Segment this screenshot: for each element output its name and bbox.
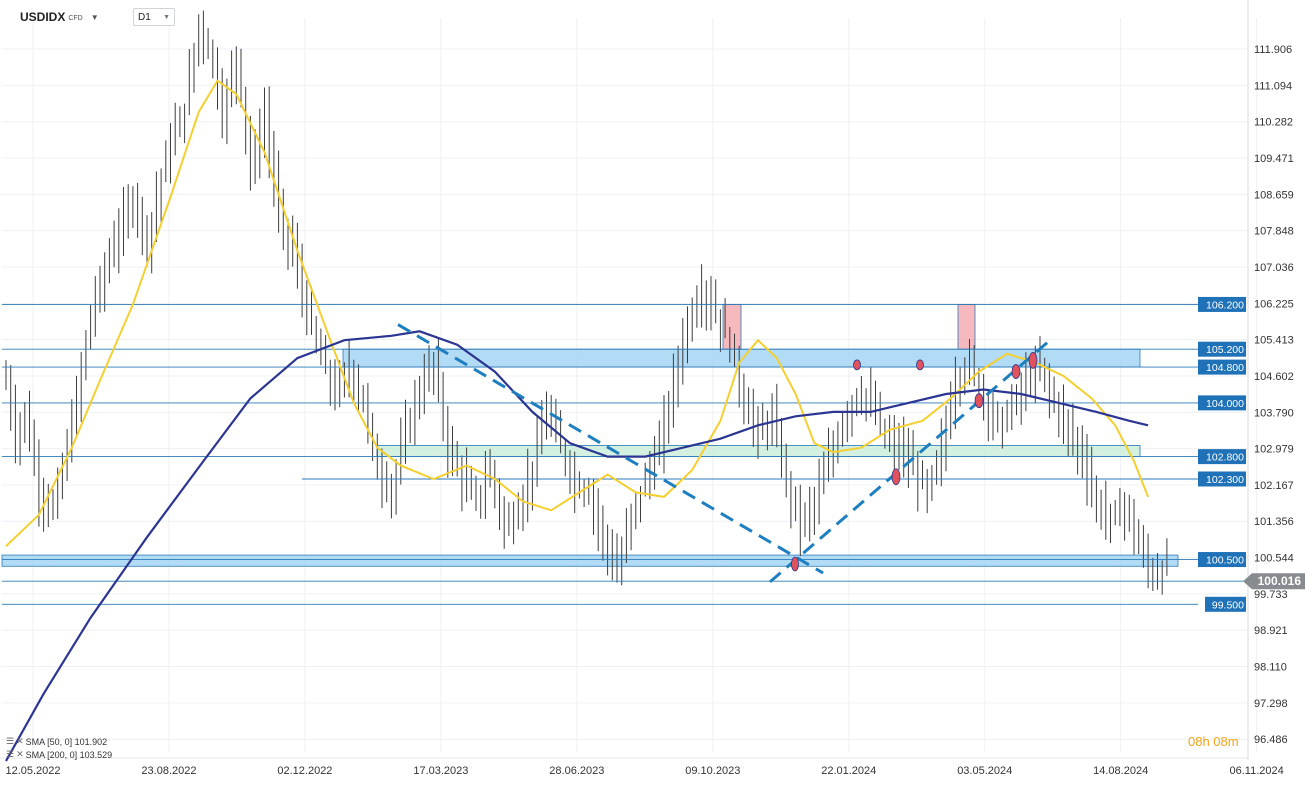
y-tick-label: 109.471 — [1254, 153, 1294, 165]
x-tick-label: 02.12.2022 — [277, 765, 332, 777]
x-tick-label: 09.10.2023 — [685, 765, 740, 777]
level-tags: 106.200 105.200 104.800 104.000 102.800 102.3… — [1198, 296, 1246, 612]
list-icon[interactable]: ☰ — [6, 736, 15, 746]
level-tag-label: 104.800 — [1206, 362, 1244, 374]
legend-sma200-label: SMA [200, 0] 103.529 — [25, 749, 113, 760]
level-tag — [1198, 552, 1246, 568]
price-bars — [5, 10, 1168, 595]
level-tag — [1198, 449, 1246, 465]
touch-marker — [1028, 351, 1038, 369]
level-lines — [2, 303, 1246, 605]
current-price-label: 100.016 — [1258, 574, 1302, 588]
level-tag-label: 102.300 — [1206, 474, 1244, 486]
level-tag-label: 100.500 — [1206, 555, 1244, 567]
level-tag-label: 105.200 — [1206, 344, 1244, 356]
level-tag-label: 104.000 — [1206, 398, 1244, 410]
y-tick-label: 97.298 — [1254, 698, 1288, 710]
touch-marker — [916, 359, 924, 371]
y-tick-label: 102.979 — [1254, 444, 1294, 456]
candle-countdown: 08h 08m — [1188, 734, 1239, 749]
x-tick-label: 14.08.2024 — [1093, 765, 1148, 777]
y-tick-label: 98.921 — [1254, 625, 1288, 637]
y-tick-label: 102.167 — [1254, 480, 1294, 492]
y-tick-label: 101.356 — [1254, 516, 1294, 528]
y-tick-label: 105.413 — [1254, 335, 1294, 347]
y-tick-label: 98.110 — [1254, 662, 1287, 674]
touch-marker — [791, 556, 799, 572]
y-tick-label: 107.848 — [1254, 226, 1294, 238]
symbol-suffix: CFD — [68, 15, 83, 22]
chevron-down-icon[interactable]: ▼ — [90, 12, 99, 22]
y-tick-label: 107.036 — [1254, 262, 1294, 274]
y-tick-label: 111.094 — [1254, 80, 1292, 92]
level-tag — [1198, 359, 1246, 375]
y-tick-label: 99.733 — [1254, 589, 1288, 601]
symbol-selector[interactable]: USDIDX CFD ▼ — [20, 8, 99, 26]
y-tick-label: 96.486 — [1254, 734, 1288, 746]
touch-marker — [1011, 364, 1021, 379]
zone-rejection — [722, 304, 742, 350]
legend-sma50-label: SMA [50, 0] 101.902 — [25, 736, 108, 747]
y-tick-label: 110.282 — [1254, 117, 1293, 129]
level-tag — [1198, 296, 1246, 312]
y-tick-label: 108.659 — [1254, 189, 1294, 201]
close-icon[interactable]: ✕ — [16, 749, 24, 759]
y-tick-label: 103.790 — [1254, 407, 1294, 419]
level-tag-label: 102.800 — [1206, 452, 1244, 464]
y-tick-label: 104.602 — [1254, 371, 1294, 383]
y-tick-label: 100.544 — [1254, 553, 1294, 565]
level-tag — [1205, 596, 1246, 612]
touch-marker — [891, 468, 901, 486]
level-tag-label: 106.200 — [1206, 299, 1244, 311]
x-tick-label: 12.05.2022 — [5, 765, 60, 777]
list-icon[interactable]: ☰ — [6, 749, 15, 759]
level-tag — [1198, 471, 1246, 487]
level-tag — [1198, 395, 1246, 411]
zone-rejection — [957, 304, 976, 350]
trendline — [397, 323, 824, 575]
timeframe-value: D1 — [138, 11, 151, 23]
chevron-down-icon: ▼ — [163, 13, 170, 21]
level-tag-label: 99.500 — [1212, 599, 1244, 611]
timeframe-select[interactable]: D1 ▼ — [133, 8, 175, 26]
x-axis[interactable]: 12.05.2022 23.08.2022 02.12.2022 17.03.2023… — [5, 765, 1283, 777]
y-tick-label: 111.906 — [1254, 44, 1292, 56]
trendline — [769, 339, 1051, 584]
close-icon[interactable]: ✕ — [16, 736, 24, 746]
x-tick-label: 22.01.2024 — [821, 765, 876, 777]
x-tick-label: 17.03.2023 — [413, 765, 468, 777]
symbol-name: USDIDX — [20, 10, 66, 24]
x-tick-label: 23.08.2022 — [141, 765, 196, 777]
legend-sma50: ☰ ✕ SMA [50, 0] 101.902 — [6, 736, 107, 747]
x-tick-label: 06.11.2024 — [1230, 765, 1284, 777]
x-tick-label: 03.05.2024 — [957, 765, 1012, 777]
y-tick-label: 106.225 — [1254, 298, 1294, 310]
touch-marker — [974, 393, 984, 409]
current-price-tag: 100.016 — [1243, 573, 1305, 590]
trendlines — [397, 323, 1051, 584]
level-tag — [1198, 341, 1246, 357]
zone-support — [1, 554, 1179, 567]
touch-markers — [791, 351, 1038, 572]
legend-sma200: ☰ ✕ SMA [200, 0] 103.529 — [6, 749, 112, 760]
current-price-box — [1243, 573, 1305, 590]
touch-marker — [853, 359, 861, 371]
y-axis[interactable]: 111.906 111.094 110.282 109.471 108.659 107.8… — [1254, 44, 1294, 746]
sma50-line — [5, 79, 1150, 547]
x-tick-label: 28.06.2023 — [549, 765, 604, 777]
